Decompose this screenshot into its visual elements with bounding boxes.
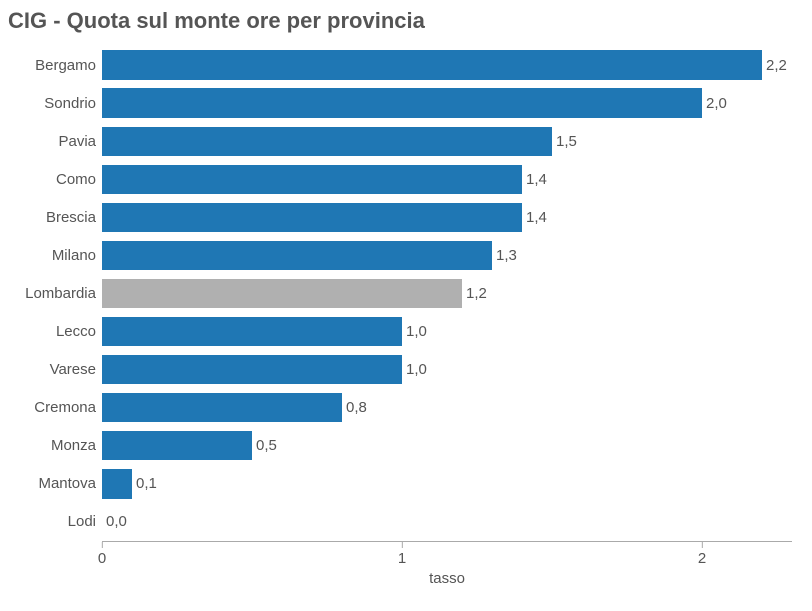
bar	[102, 393, 342, 422]
bar-category-label: Lombardia	[25, 285, 102, 302]
bar-category-label: Pavia	[58, 133, 102, 150]
bar-value-label: 1,0	[402, 323, 427, 340]
bar	[102, 279, 462, 308]
bar-value-label: 2,2	[762, 57, 787, 74]
bar-category-label: Varese	[50, 361, 102, 378]
chart-x-axis: 012 tasso	[102, 541, 792, 597]
bar	[102, 50, 762, 79]
bar-category-label: Mantova	[38, 475, 102, 492]
bar-row: Sondrio2,0	[102, 88, 792, 117]
bar-value-label: 0,8	[342, 399, 367, 416]
bar	[102, 317, 402, 346]
bar-row: Cremona0,8	[102, 393, 792, 422]
bar-category-label: Sondrio	[44, 95, 102, 112]
bar-value-label: 1,2	[462, 285, 487, 302]
bar-category-label: Monza	[51, 437, 102, 454]
x-tick: 0	[98, 542, 106, 567]
bar-value-label: 1,3	[492, 247, 517, 264]
bar	[102, 165, 522, 194]
bar-category-label: Lodi	[68, 513, 102, 530]
bar-row: Como1,4	[102, 165, 792, 194]
x-tick-label: 0	[98, 548, 106, 567]
bar	[102, 127, 552, 156]
x-tick: 1	[398, 542, 406, 567]
chart-plot-area: Bergamo2,2 Sondrio2,0 Pavia1,5 Como1,4 Bresc…	[102, 46, 792, 541]
bar	[102, 431, 252, 460]
bar-category-label: Bergamo	[35, 57, 102, 74]
bar	[102, 355, 402, 384]
bar-row: Varese1,0	[102, 355, 792, 384]
x-tick-label: 2	[698, 548, 706, 567]
bar-category-label: Lecco	[56, 323, 102, 340]
bar-row: Lecco1,0	[102, 317, 792, 346]
bar-value-label: 0,1	[132, 475, 157, 492]
bar-value-label: 2,0	[702, 95, 727, 112]
bar-row: Monza0,5	[102, 431, 792, 460]
bar-row: Lodi0,0	[102, 507, 792, 536]
bar-value-label: 1,4	[522, 171, 547, 188]
bar-value-label: 1,4	[522, 209, 547, 226]
bar-row: Pavia1,5	[102, 127, 792, 156]
bar	[102, 203, 522, 232]
bar-category-label: Cremona	[34, 399, 102, 416]
bar-value-label: 1,0	[402, 361, 427, 378]
x-axis-title: tasso	[429, 570, 465, 587]
bar-row: Bergamo2,2	[102, 50, 792, 79]
bar	[102, 88, 702, 117]
bar-row: Mantova0,1	[102, 469, 792, 498]
bar	[102, 469, 132, 498]
bar-row: Lombardia1,2	[102, 279, 792, 308]
bar-row: Brescia1,4	[102, 203, 792, 232]
bar-value-label: 0,5	[252, 437, 277, 454]
bar-value-label: 0,0	[102, 513, 127, 530]
chart-title: CIG - Quota sul monte ore per provincia	[0, 0, 812, 46]
bar-category-label: Como	[56, 171, 102, 188]
x-tick: 2	[698, 542, 706, 567]
bar-category-label: Milano	[52, 247, 102, 264]
bar-value-label: 1,5	[552, 133, 577, 150]
bar-category-label: Brescia	[46, 209, 102, 226]
x-tick-label: 1	[398, 548, 406, 567]
bar	[102, 241, 492, 270]
bar-row: Milano1,3	[102, 241, 792, 270]
